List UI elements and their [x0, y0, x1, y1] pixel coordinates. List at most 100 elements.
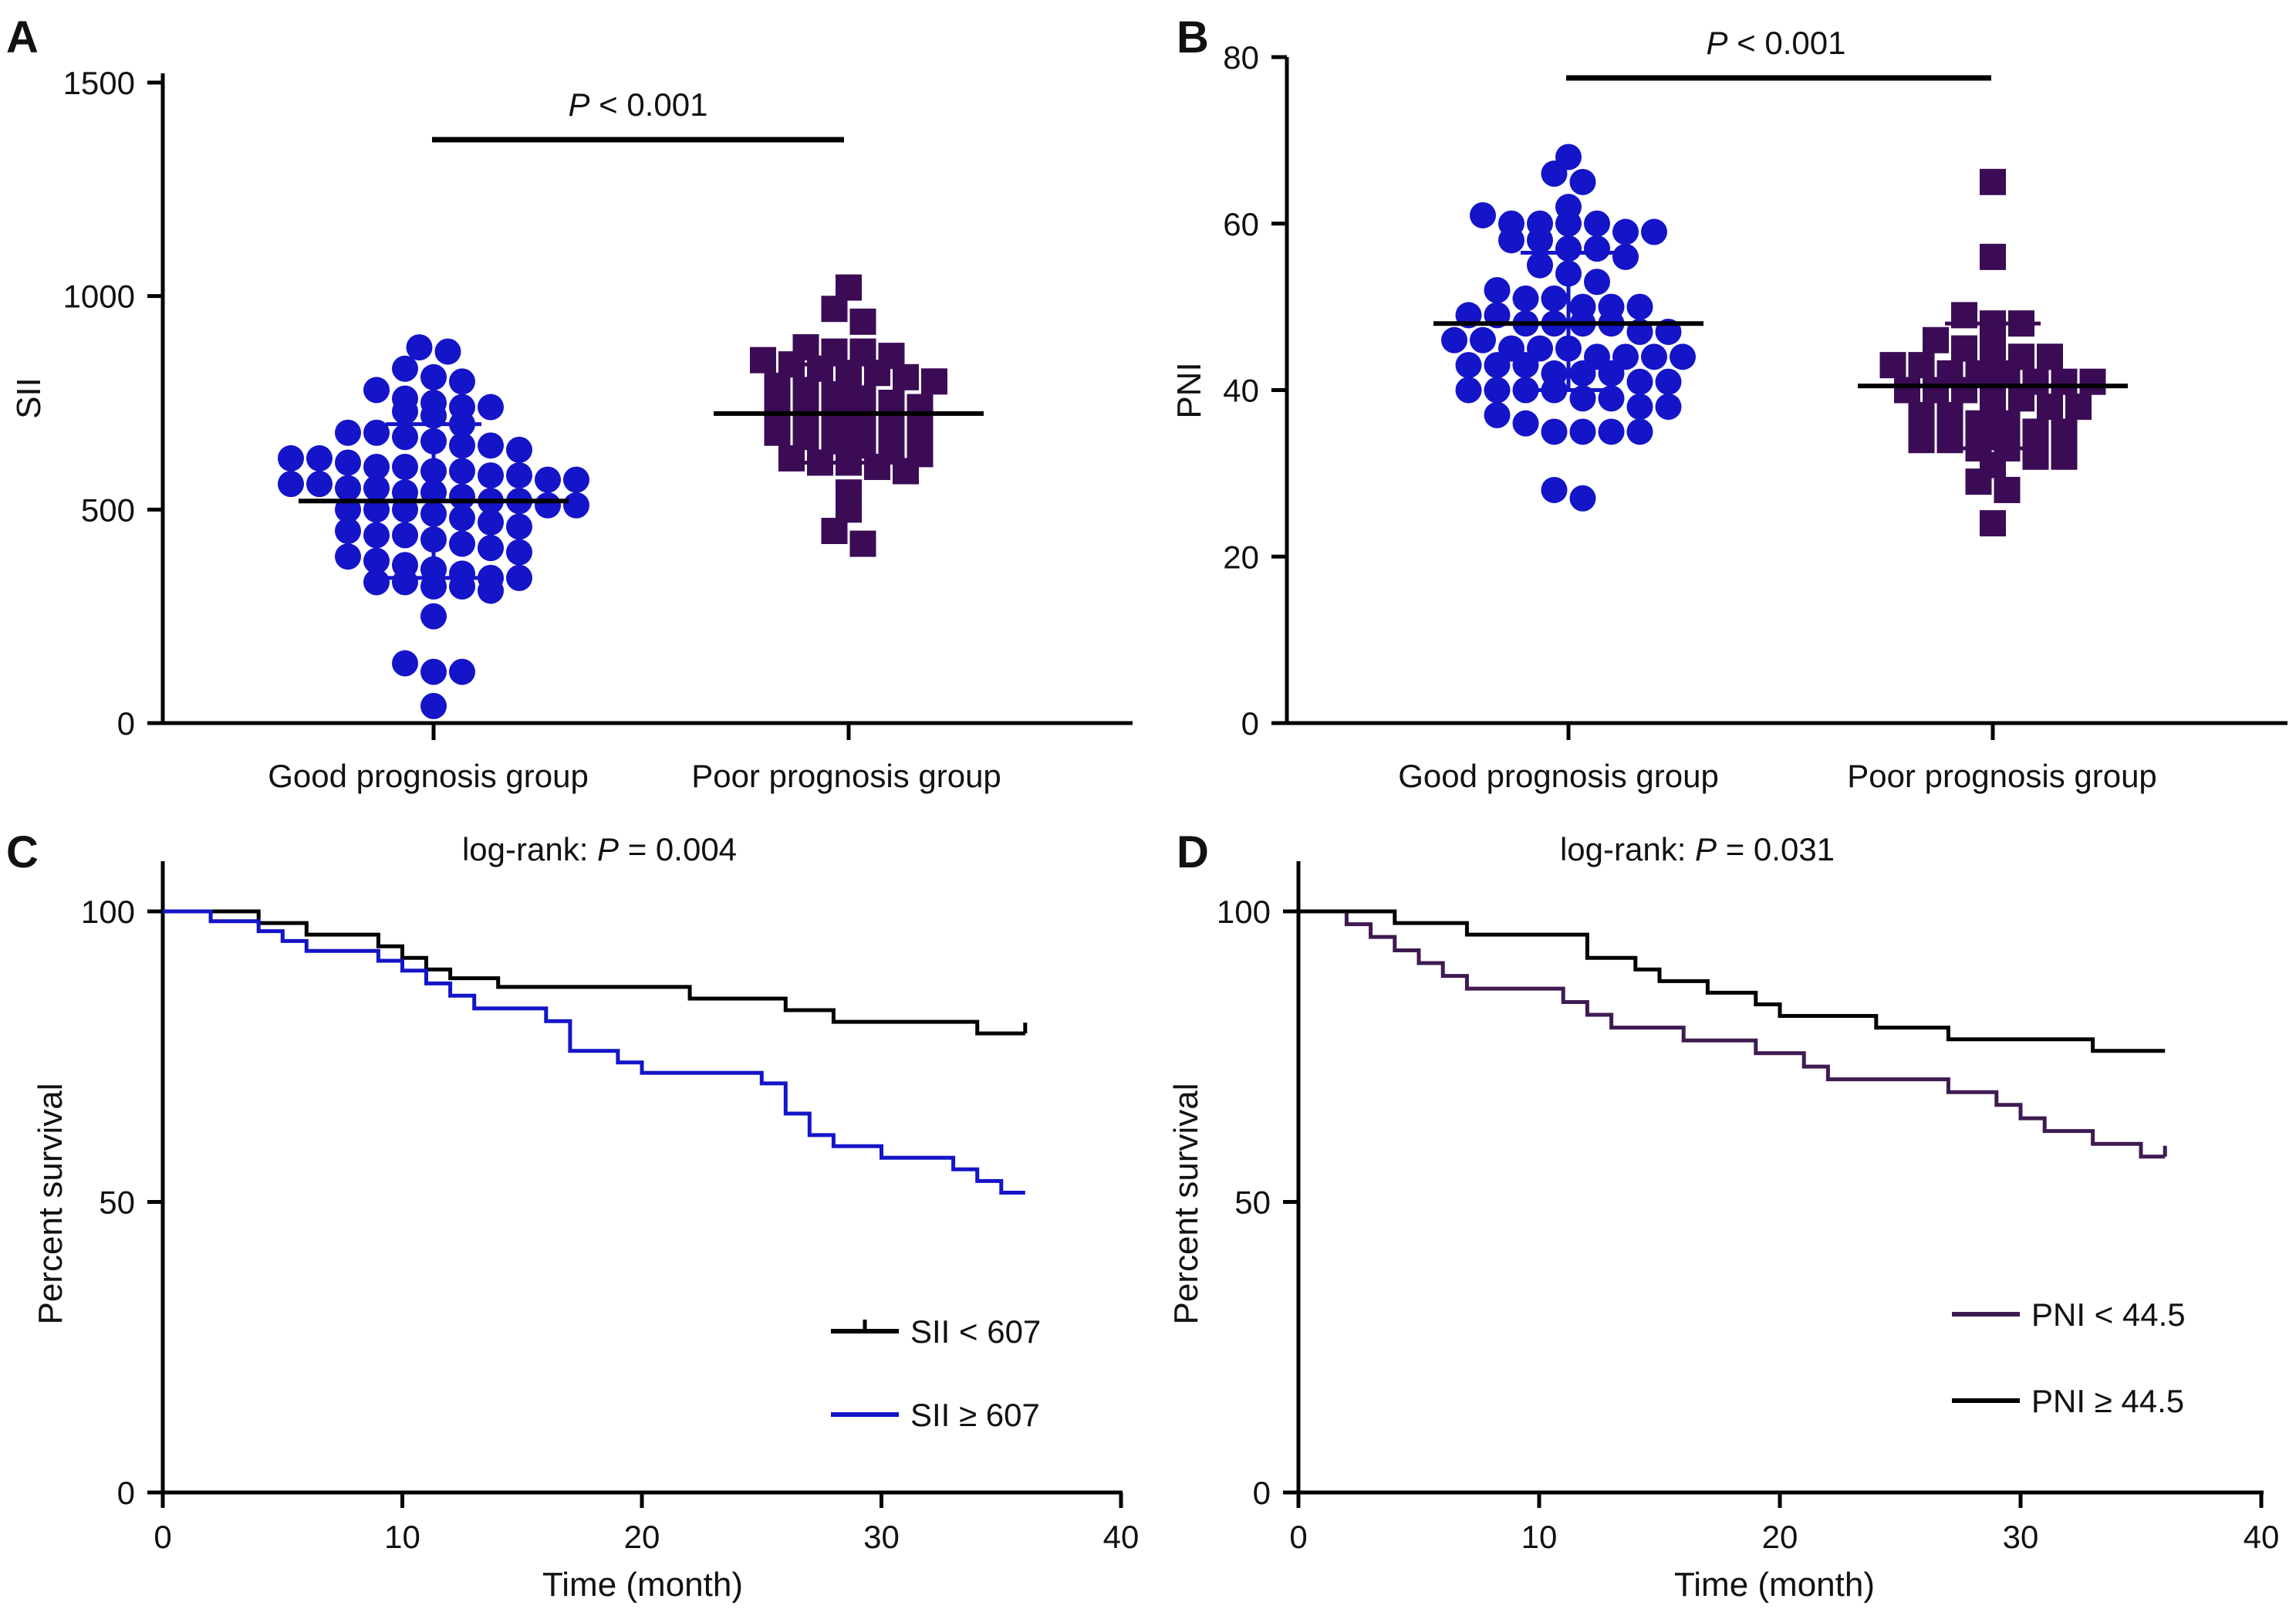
data-point [1951, 335, 1977, 362]
panel-c-letter: C [6, 827, 39, 877]
x-tick-label: 10 [384, 1519, 420, 1555]
data-point [478, 462, 504, 489]
data-point [1908, 401, 1935, 428]
data-point [1498, 227, 1524, 254]
data-point [420, 692, 447, 719]
data-point [1541, 476, 1568, 503]
data-point [1527, 227, 1553, 254]
panel-b-y-axis-label: PNI [1170, 362, 1208, 418]
data-point [2065, 394, 2092, 421]
data-point [1670, 343, 1696, 370]
data-point [1569, 360, 1596, 387]
data-point [1923, 326, 1949, 353]
panel-b-category-poor: Poor prognosis group [1847, 758, 2157, 794]
data-point [363, 454, 390, 480]
data-point [864, 454, 890, 480]
data-point [306, 471, 333, 498]
data-point [893, 458, 919, 485]
data-point [1569, 168, 1596, 195]
data-point [1555, 235, 1582, 262]
data-point [1598, 418, 1625, 445]
x-tick-label: 20 [624, 1519, 660, 1555]
data-point [449, 368, 475, 395]
data-point [1484, 352, 1511, 379]
data-point [392, 398, 418, 425]
data-point [420, 363, 447, 390]
data-point [1470, 326, 1496, 353]
data-point [392, 355, 418, 382]
data-point [1994, 410, 2021, 437]
data-point [1569, 418, 1596, 445]
data-point [893, 363, 919, 390]
data-point [2008, 385, 2034, 412]
panel-a-category-good: Good prognosis group [268, 758, 589, 794]
data-point [449, 432, 475, 459]
data-point [1455, 377, 1482, 404]
y-tick-label: 0 [117, 1475, 135, 1511]
data-point [1470, 201, 1496, 228]
data-point [335, 543, 361, 570]
y-tick-label: 80 [1223, 39, 1259, 76]
y-tick-label: 100 [1217, 894, 1271, 930]
data-point [821, 296, 848, 323]
y-tick-label: 0 [1253, 1475, 1271, 1511]
data-point [1541, 418, 1568, 445]
data-point [363, 475, 390, 502]
panel-d-km-pni: D 0 50 100 0 10 20 30 40 Percent survival Time… [1167, 827, 2279, 1604]
data-point [1484, 277, 1511, 304]
x-tick-label: 10 [1521, 1519, 1558, 1555]
data-point [506, 539, 532, 566]
data-point [420, 402, 447, 429]
data-point [1455, 352, 1482, 379]
data-point [392, 522, 418, 549]
data-point [1569, 485, 1596, 512]
data-point [478, 535, 504, 562]
x-tick-label: 0 [154, 1519, 171, 1555]
data-point [392, 454, 418, 480]
data-point [535, 466, 561, 493]
data-point [1441, 326, 1467, 353]
x-tick-label: 30 [863, 1519, 900, 1555]
data-point [1584, 210, 1610, 237]
data-point [506, 436, 532, 463]
data-point [1612, 243, 1639, 270]
data-point [921, 368, 947, 395]
data-point [1612, 218, 1639, 245]
data-point [2051, 418, 2078, 445]
data-point [449, 658, 475, 685]
data-point [535, 492, 561, 519]
panel-c-logrank-annotation: log-rank: P = 0.004 [462, 831, 737, 867]
y-tick-label: 1000 [63, 279, 135, 315]
data-point [449, 573, 475, 600]
panel-b-category-good: Good prognosis group [1398, 758, 1719, 794]
data-point [1994, 360, 2021, 387]
y-tick-label: 60 [1223, 206, 1259, 242]
y-tick-label: 50 [1234, 1185, 1271, 1221]
data-point [363, 522, 390, 549]
data-point [1484, 377, 1511, 404]
data-point [821, 518, 848, 544]
data-point [1512, 352, 1539, 379]
panel-a-letter: A [6, 12, 39, 63]
data-point [1584, 235, 1610, 262]
data-point [1512, 410, 1539, 437]
data-point [1951, 377, 1977, 404]
data-point [821, 380, 848, 407]
panel-a-category-poor: Poor prognosis group [691, 758, 1001, 794]
data-point [1626, 293, 1653, 320]
data-point [478, 509, 504, 536]
data-point [849, 308, 876, 335]
data-point [420, 658, 447, 685]
data-point [1626, 418, 1653, 445]
x-tick-label: 20 [1762, 1519, 1798, 1555]
panel-c-legend-label-1: SII < 607 [910, 1313, 1041, 1350]
panel-d-letter: D [1177, 827, 1209, 877]
data-point [420, 573, 447, 600]
y-tick-label: 100 [81, 894, 135, 930]
panel-d-logrank-annotation: log-rank: P = 0.031 [1560, 831, 1835, 867]
data-point [1626, 368, 1653, 395]
data-point [392, 569, 418, 596]
data-point [1598, 360, 1625, 387]
